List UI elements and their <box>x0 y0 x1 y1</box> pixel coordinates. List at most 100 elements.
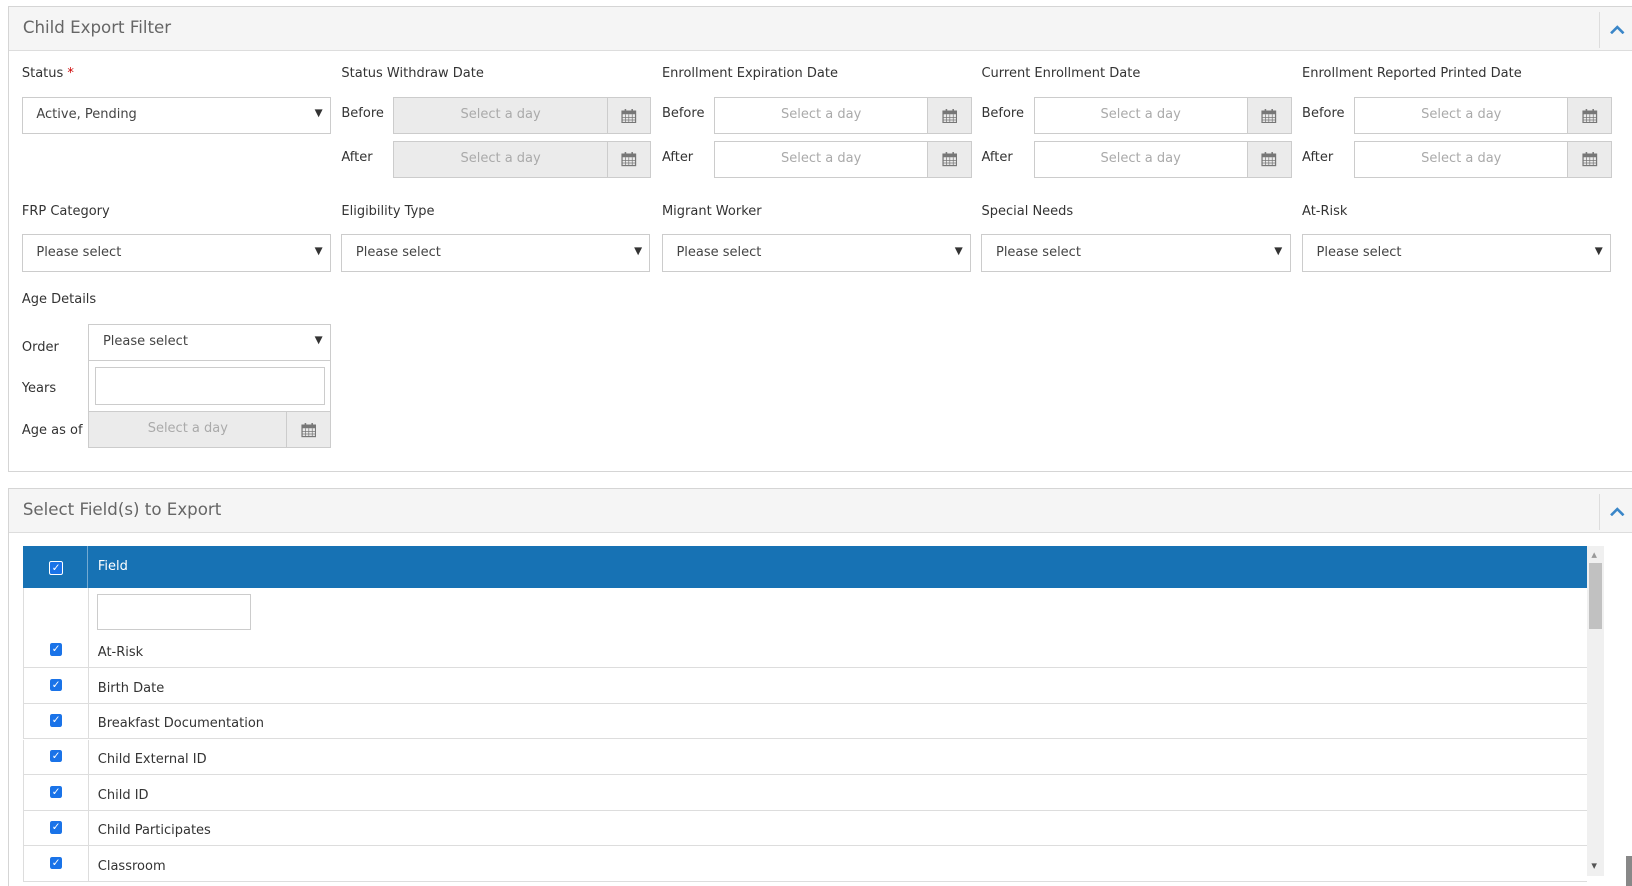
date-placeholder: Select a day <box>1100 150 1181 166</box>
age-as-of-date-input[interactable]: Select a day <box>88 411 331 449</box>
collapse-button[interactable] <box>1598 12 1632 48</box>
field-name: Breakfast Documentation <box>97 716 265 732</box>
after-date-input[interactable]: Select a day <box>393 140 652 178</box>
filter-select[interactable]: Please select ▼ <box>21 234 331 272</box>
dropdown-arrow-icon: ▼ <box>314 244 323 257</box>
table-row: ✓ Classroom <box>22 846 1588 882</box>
calendar-icon[interactable] <box>286 412 330 448</box>
before-date-input[interactable]: Select a day <box>1033 96 1292 135</box>
table-row: ✓ Birth Date <box>22 668 1588 704</box>
field-name: Birth Date <box>97 680 165 696</box>
years-label: Years <box>21 380 57 396</box>
dropdown-arrow-icon: ▼ <box>314 334 323 347</box>
filter-row <box>22 588 1588 634</box>
filter-select[interactable]: Please select ▼ <box>341 234 651 272</box>
before-date-input[interactable]: Select a day <box>1354 96 1613 135</box>
date-placeholder: Select a day <box>1100 107 1181 123</box>
calendar-icon[interactable] <box>1246 141 1291 177</box>
panel-title: Select Field(s) to Export <box>22 499 222 519</box>
select-label: FRP Category <box>21 203 110 219</box>
dropdown-arrow-icon: ▼ <box>1594 244 1603 257</box>
row-checkbox[interactable]: ✓ <box>49 678 63 692</box>
date-placeholder: Select a day <box>781 107 862 123</box>
table-row: ✓ Child External ID <box>22 739 1588 775</box>
after-label: After <box>1302 149 1334 165</box>
scrollbar-thumb[interactable] <box>1589 563 1602 629</box>
date-placeholder: Select a day <box>781 150 862 166</box>
select-value: Please select <box>36 244 122 260</box>
date-group-label: Enrollment Expiration Date <box>661 65 838 81</box>
before-date-input[interactable]: Select a day <box>713 96 973 135</box>
filter-select[interactable]: Please select ▼ <box>981 234 1291 272</box>
select-value: Please select <box>676 244 762 260</box>
row-checkbox[interactable]: ✓ <box>49 714 63 727</box>
row-checkbox[interactable]: ✓ <box>49 643 63 656</box>
table-row: ✓ Breakfast Documentation <box>22 703 1588 740</box>
filter-select[interactable]: Please select ▼ <box>661 234 971 272</box>
row-checkbox[interactable]: ✓ <box>49 856 63 870</box>
scroll-up-icon[interactable]: ▲ <box>1591 549 1597 559</box>
date-placeholder: Select a day <box>460 107 541 123</box>
after-date-input[interactable]: Select a day <box>1033 140 1292 178</box>
table-row: ✓ Child ID <box>22 775 1588 811</box>
select-label: Eligibility Type <box>341 203 435 219</box>
calendar-icon[interactable] <box>927 141 972 177</box>
field-name: Classroom <box>97 858 166 874</box>
order-label: Order <box>21 340 59 356</box>
date-placeholder: Select a day <box>460 150 541 166</box>
calendar-icon[interactable] <box>1246 97 1291 134</box>
before-label: Before <box>981 106 1024 122</box>
after-date-input[interactable]: Select a day <box>713 140 973 178</box>
order-select[interactable]: Please select ▼ <box>88 323 331 362</box>
panel-title: Child Export Filter <box>22 17 172 37</box>
select-label: At-Risk <box>1302 203 1348 219</box>
calendar-icon[interactable] <box>1567 141 1612 177</box>
field-name: At-Risk <box>97 645 144 661</box>
before-label: Before <box>341 106 384 122</box>
page-scrollbar-thumb[interactable] <box>1625 855 1632 886</box>
row-checkbox[interactable]: ✓ <box>49 821 63 834</box>
field-column-header: Field <box>97 558 128 574</box>
age-as-of-label: Age as of <box>21 422 83 438</box>
order-value: Please select <box>102 334 188 350</box>
after-label: After <box>341 149 373 165</box>
date-group-label: Status Withdraw Date <box>341 65 484 81</box>
before-label: Before <box>1302 106 1345 122</box>
table-row: ✓ Child Participates <box>22 810 1588 847</box>
chevron-up-icon <box>1610 507 1625 517</box>
before-label: Before <box>661 106 705 122</box>
status-select[interactable]: Active, Pending ▼ <box>21 96 331 135</box>
field-filter-input[interactable] <box>96 594 251 630</box>
select-label: Special Needs <box>981 203 1074 219</box>
select-label: Migrant Worker <box>661 203 762 219</box>
calendar-icon[interactable] <box>606 97 651 134</box>
table-row: ✓ At-Risk <box>22 632 1588 669</box>
dropdown-arrow-icon: ▼ <box>314 107 323 120</box>
after-label: After <box>981 149 1013 165</box>
dropdown-arrow-icon: ▼ <box>954 244 963 257</box>
row-checkbox[interactable]: ✓ <box>49 785 63 799</box>
years-input[interactable] <box>94 367 325 405</box>
table-scrollbar[interactable]: ▲ ▼ <box>1587 546 1604 877</box>
table-header: ✓ Field <box>22 546 1588 589</box>
filter-select[interactable]: Please select ▼ <box>1302 234 1612 272</box>
select-all-checkbox[interactable]: ✓ <box>48 560 64 576</box>
field-name: Child ID <box>97 787 149 803</box>
row-checkbox[interactable]: ✓ <box>49 749 63 763</box>
after-date-input[interactable]: Select a day <box>1354 140 1613 178</box>
field-name: Child External ID <box>97 752 207 768</box>
scroll-down-icon[interactable]: ▼ <box>1591 860 1597 870</box>
dropdown-arrow-icon: ▼ <box>634 244 643 257</box>
after-label: After <box>661 149 694 165</box>
before-date-input[interactable]: Select a day <box>393 96 652 135</box>
chevron-up-icon <box>1610 25 1625 35</box>
calendar-icon[interactable] <box>927 97 972 134</box>
dropdown-arrow-icon: ▼ <box>1274 244 1283 257</box>
select-value: Please select <box>1316 244 1402 260</box>
calendar-icon[interactable] <box>606 141 651 177</box>
collapse-button[interactable] <box>1598 494 1632 530</box>
date-group-label: Enrollment Reported Printed Date <box>1302 65 1522 81</box>
panel-header: Select Field(s) to Export <box>9 489 1632 533</box>
calendar-icon[interactable] <box>1567 97 1612 134</box>
date-placeholder: Select a day <box>1421 150 1502 166</box>
